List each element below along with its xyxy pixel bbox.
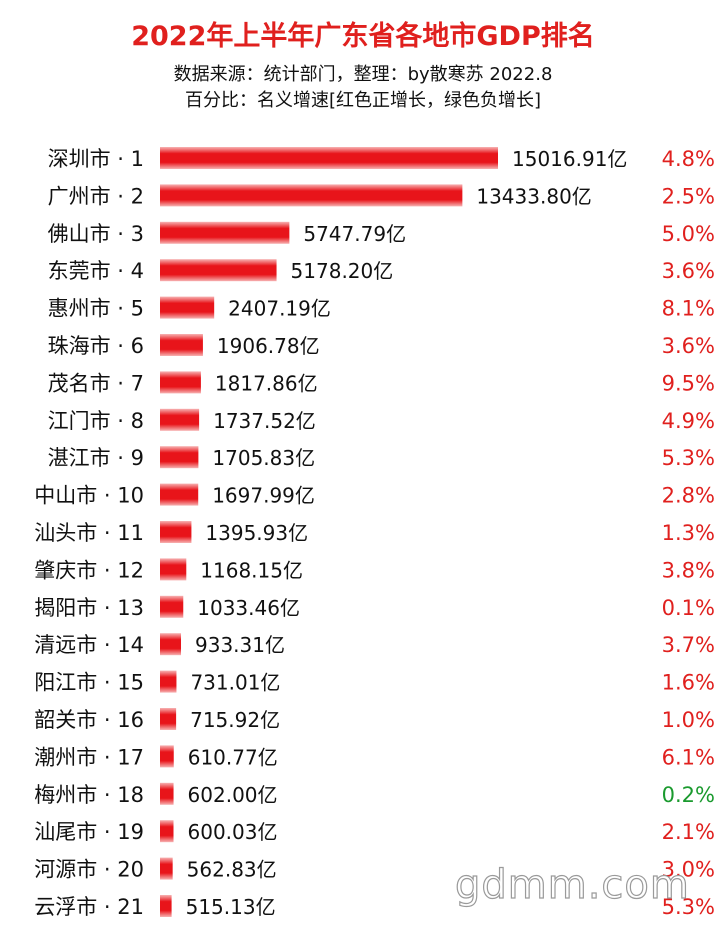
- category-label: 湛江市 · 9: [48, 446, 144, 470]
- bar: [160, 446, 199, 469]
- value-label: 13433.80亿: [476, 184, 591, 208]
- watermark: gdmm.com: [454, 861, 690, 908]
- growth-label: 3.7%: [662, 633, 715, 657]
- bar: [160, 259, 277, 282]
- bar: [160, 633, 182, 656]
- category-label: 中山市 · 10: [34, 484, 144, 508]
- bar: [160, 558, 187, 581]
- bar: [160, 708, 177, 730]
- growth-label: 3.6%: [662, 259, 715, 283]
- bar: [160, 745, 174, 768]
- category-label: 清远市 · 14: [34, 633, 144, 657]
- category-label: 茂名市 · 7: [48, 371, 144, 395]
- growth-label: 3.0%: [662, 858, 715, 882]
- growth-label: 5.3%: [662, 446, 715, 470]
- value-label: 600.03亿: [188, 820, 278, 844]
- category-label: 东莞市 · 4: [48, 259, 144, 283]
- category-label: 韶关市 · 16: [34, 708, 144, 732]
- category-label: 梅州市 · 18: [34, 783, 144, 807]
- bar: [160, 895, 172, 917]
- value-label: 1906.78亿: [217, 334, 320, 358]
- value-label: 5747.79亿: [303, 222, 406, 246]
- growth-note: 百分比：名义增速[红色正增长，绿色负增长]: [184, 90, 542, 111]
- value-label: 715.92亿: [190, 708, 280, 732]
- category-label: 肇庆市 · 12: [34, 558, 144, 582]
- value-label: 1737.52亿: [213, 409, 316, 433]
- category-label: 广州市 · 2: [48, 184, 144, 208]
- value-label: 933.31亿: [195, 633, 285, 657]
- value-label: 15016.91亿: [512, 147, 627, 171]
- chart-title: 2022年上半年广东省各地市GDP排名: [131, 21, 595, 52]
- bar: [160, 857, 173, 880]
- category-label: 河源市 · 20: [34, 858, 144, 882]
- value-label: 2407.19亿: [228, 297, 331, 321]
- value-label: 562.83亿: [187, 858, 277, 882]
- growth-label: 1.0%: [662, 708, 715, 732]
- category-label: 阳江市 · 15: [34, 671, 144, 695]
- category-label: 汕头市 · 11: [34, 521, 144, 545]
- category-label: 云浮市 · 21: [34, 895, 144, 919]
- category-label: 惠州市 · 5: [48, 297, 144, 321]
- bar: [160, 595, 184, 618]
- category-label: 潮州市 · 17: [34, 745, 144, 769]
- growth-label: 3.6%: [662, 334, 715, 358]
- category-label: 揭阳市 · 13: [34, 596, 144, 620]
- value-label: 731.01亿: [190, 671, 280, 695]
- value-label: 602.00亿: [188, 783, 278, 807]
- growth-label: 4.8%: [662, 147, 715, 171]
- value-label: 1168.15亿: [200, 558, 303, 582]
- growth-label: 0.1%: [662, 596, 715, 620]
- growth-label: 8.1%: [662, 297, 715, 321]
- growth-label: 2.1%: [662, 820, 715, 844]
- growth-label: 3.8%: [662, 558, 715, 582]
- bar: [160, 296, 215, 319]
- value-label: 1395.93亿: [205, 521, 308, 545]
- growth-label: 2.8%: [662, 484, 715, 508]
- bar: [160, 521, 192, 543]
- value-label: 515.13亿: [186, 895, 276, 919]
- growth-label: 5.3%: [662, 895, 715, 919]
- growth-label: 6.1%: [662, 745, 715, 769]
- bar: [160, 334, 203, 356]
- growth-label: 4.9%: [662, 409, 715, 433]
- growth-label: 1.6%: [662, 671, 715, 695]
- value-label: 1705.83亿: [212, 446, 315, 470]
- growth-label: 0.2%: [662, 783, 715, 807]
- bar: [160, 820, 174, 843]
- bar: [160, 371, 201, 394]
- bar: [160, 147, 498, 169]
- category-label: 深圳市 · 1: [48, 147, 144, 171]
- source-line: 数据来源：统计部门，整理：by散寒苏 2022.8: [173, 64, 553, 85]
- growth-label: 5.0%: [662, 222, 715, 246]
- growth-label: 9.5%: [662, 371, 715, 395]
- value-label: 5178.20亿: [291, 259, 394, 283]
- category-label: 江门市 · 8: [48, 409, 144, 433]
- bar: [160, 184, 463, 207]
- bar: [160, 782, 174, 805]
- value-label: 1697.99亿: [212, 484, 315, 508]
- growth-label: 1.3%: [662, 521, 715, 545]
- value-label: 610.77亿: [188, 745, 278, 769]
- value-label: 1817.86亿: [215, 371, 318, 395]
- bar: [160, 408, 200, 431]
- category-label: 佛山市 · 3: [48, 222, 144, 246]
- bar: [160, 221, 290, 244]
- category-label: 珠海市 · 6: [48, 334, 144, 358]
- growth-label: 2.5%: [662, 184, 715, 208]
- value-label: 1033.46亿: [197, 596, 300, 620]
- category-label: 汕尾市 · 19: [34, 820, 144, 844]
- bar: [160, 670, 177, 693]
- bar: [160, 483, 199, 506]
